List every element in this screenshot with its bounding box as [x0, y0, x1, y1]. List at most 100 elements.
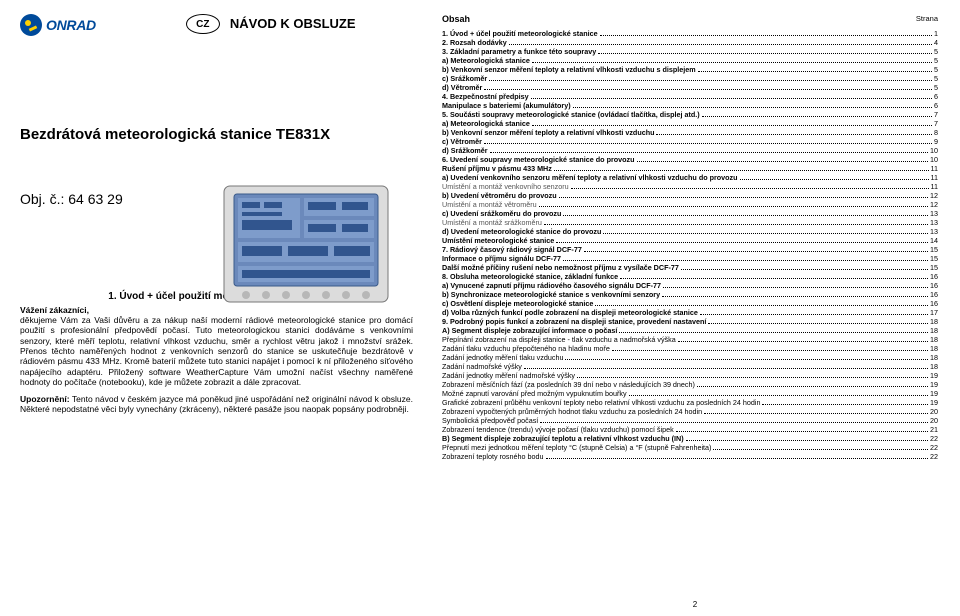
toc-entry-page: 8 [934, 128, 938, 137]
toc-line: b) Venkovní senzor měření teploty a rela… [442, 65, 938, 74]
intro-paragraph: děkujeme Vám za Vaši důvěru a za nákup n… [20, 315, 413, 388]
toc-entry-page: 19 [930, 380, 938, 389]
toc-leader-dots [489, 80, 932, 81]
toc-entry-page: 18 [930, 344, 938, 353]
toc-entry-label: b) Uvedení větroměru do provozu [442, 191, 557, 200]
toc-line: Zobrazení vypočtených průměrných hodnot … [442, 407, 938, 416]
toc-leader-dots [484, 89, 932, 90]
toc-entry-label: Symbolická předpověď počasí [442, 416, 538, 425]
toc-entry-page: 5 [934, 47, 938, 56]
toc-leader-dots [678, 341, 928, 342]
toc-entry-page: 12 [930, 200, 938, 209]
toc-entry-label: c) Srážkoměr [442, 74, 487, 83]
toc-line: 8. Obsluha meteorologické stanice, zákla… [442, 272, 938, 281]
toc-line: Umístění a montáž venkovního senzoru11 [442, 182, 938, 191]
toc-entry-page: 13 [930, 209, 938, 218]
toc-entry-page: 18 [930, 326, 938, 335]
toc-line: Zadání jednotky měření nadmořské výšky19 [442, 371, 938, 380]
toc-line: Manipulace s bateriemi (akumulátory) 6 [442, 101, 938, 110]
toc-entry-label: Zobrazení měsíčních fází (za posledních … [442, 380, 695, 389]
toc-entry-label: A) Segment displeje zobrazující informac… [442, 326, 617, 335]
toc-leader-dots [698, 71, 932, 72]
toc-line: B) Segment displeje zobrazující teplotu … [442, 434, 938, 443]
brand-logo-text: ONRAD [46, 17, 96, 33]
toc-entry-label: Zobrazení tendence (trendu) vývoje počas… [442, 425, 674, 434]
toc-entry-page: 19 [930, 398, 938, 407]
toc-entry-page: 16 [930, 299, 938, 308]
toc-entry-label: Manipulace s bateriemi (akumulátory) [442, 101, 571, 110]
toc-leader-dots [544, 224, 928, 225]
toc-header: Obsah Strana [442, 14, 938, 25]
toc-line: d) Volba různých funkcí podle zobrazení … [442, 308, 938, 317]
toc-leader-dots [637, 161, 928, 162]
toc-line: 1. Úvod + účel použití meteorologické st… [442, 29, 938, 38]
toc-entry-label: c) Osvětlení displeje meteorologické sta… [442, 299, 593, 308]
toc-line: Rušení příjmu v pásmu 433 MHz11 [442, 164, 938, 173]
toc-line: 6. Uvedení soupravy meteorologické stani… [442, 155, 938, 164]
toc-line: b) Synchronizace meteorologické stanice … [442, 290, 938, 299]
toc-entry-page: 18 [930, 362, 938, 371]
device-illustration [218, 180, 394, 308]
toc-line: Přepnutí mezi jednotkou měření teploty °… [442, 443, 938, 452]
toc-leader-dots [565, 359, 928, 360]
toc-entry-label: Zadání jednotky měření nadmořské výšky [442, 371, 575, 380]
toc-entry-page: 1 [934, 29, 938, 38]
toc-leader-dots [532, 62, 932, 63]
notice-text: Tento návod v českém jazyce má poněkud j… [20, 394, 413, 414]
toc-entry-label: b) Venkovní senzor měření teploty a rela… [442, 65, 696, 74]
toc-line: Informace o příjmu signálu DCF-7715 [442, 254, 938, 263]
toc-entry-page: 6 [934, 101, 938, 110]
manual-title: NÁVOD K OBSLUZE [230, 16, 356, 31]
toc-line: 3. Základní parametry a funkce této soup… [442, 47, 938, 56]
toc-line: c) Osvětlení displeje meteorologické sta… [442, 299, 938, 308]
toc-line: Grafické zobrazení průběhu venkovní tepl… [442, 398, 938, 407]
toc-entry-page: 16 [930, 290, 938, 299]
toc-leader-dots [571, 188, 929, 189]
toc-leader-dots [700, 314, 928, 315]
toc-entry-page: 16 [930, 281, 938, 290]
toc-line: a) Uvedení venkovního senzoru měření tep… [442, 173, 938, 182]
toc-entry-label: 9. Podrobný popis funkcí a zobrazení na … [442, 317, 706, 326]
toc-entry-label: 6. Uvedení soupravy meteorologické stani… [442, 155, 635, 164]
toc-entry-page: 14 [930, 236, 938, 245]
right-page: Obsah Strana 1. Úvod + účel použití mete… [430, 0, 960, 616]
toc-entry-label: Informace o příjmu signálu DCF-77 [442, 254, 561, 263]
toc-entry-label: d) Uvedení meteorologické stanice do pro… [442, 227, 601, 236]
toc-entry-page: 18 [930, 335, 938, 344]
notice-label: Upozornění: [20, 394, 70, 404]
toc-leader-dots [490, 152, 928, 153]
toc-leader-dots [539, 206, 928, 207]
toc-leader-dots [559, 197, 928, 198]
toc-entry-label: a) Meteorologická stanice [442, 119, 530, 128]
toc-entry-page: 11 [931, 173, 938, 182]
toc-line: b) Venkovní senzor měření teploty a rela… [442, 128, 938, 137]
toc-entry-page: 4 [934, 38, 938, 47]
toc-line: Umístění a montáž srážkoměru13 [442, 218, 938, 227]
toc-leader-dots [629, 395, 928, 396]
toc-line: Přepínání zobrazení na displeji stanice … [442, 335, 938, 344]
toc-leader-dots [600, 35, 932, 36]
toc-entry-label: 2. Rozsah dodávky [442, 38, 507, 47]
toc-leader-dots [762, 404, 928, 405]
toc-entry-page: 10 [930, 146, 938, 155]
toc-line: Zobrazení měsíčních fází (za posledních … [442, 380, 938, 389]
left-page: ONRAD CZ NÁVOD K OBSLUZE Bezdrátová mete… [0, 0, 430, 616]
toc-leader-dots [676, 431, 928, 432]
toc-line: c) Srážkoměr5 [442, 74, 938, 83]
toc-line: Další možné příčiny rušení nebo nemožnos… [442, 263, 938, 272]
toc-entry-page: 7 [934, 119, 938, 128]
toc-entry-label: Zadání nadmořské výšky [442, 362, 522, 371]
toc-leader-dots [595, 305, 928, 306]
toc-entry-page: 15 [930, 263, 938, 272]
toc-entry-label: 1. Úvod + účel použití meteorologické st… [442, 29, 598, 38]
toc-leader-dots [524, 368, 928, 369]
toc-leader-dots [713, 449, 928, 450]
toc-entry-label: Umístění meteorologické stanice [442, 236, 554, 245]
toc-entry-page: 19 [930, 389, 938, 398]
toc-entry-label: d) Větroměr [442, 83, 482, 92]
product-title: Bezdrátová meteorologická stanice TE831X [20, 126, 413, 143]
toc-entry-label: Umístění a montáž srážkoměru [442, 218, 542, 227]
toc-line: d) Větroměr5 [442, 83, 938, 92]
toc-entry-label: 8. Obsluha meteorologické stanice, zákla… [442, 272, 618, 281]
table-of-contents: 1. Úvod + účel použití meteorologické st… [442, 29, 938, 461]
